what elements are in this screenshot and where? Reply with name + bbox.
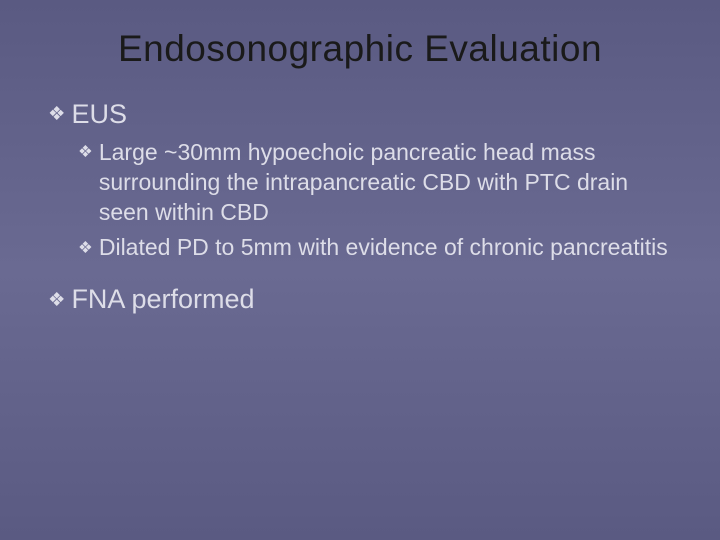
bullet-level1: ❖ EUS [48,98,672,132]
diamond-bullet-icon: ❖ [78,237,93,259]
bullet-text: FNA performed [71,283,672,317]
diamond-bullet-icon: ❖ [48,288,65,312]
diamond-bullet-icon: ❖ [78,141,93,163]
bullet-text: Large ~30mm hypoechoic pancreatic head m… [99,138,672,228]
bullet-level2: ❖ Dilated PD to 5mm with evidence of chr… [78,233,672,263]
slide-container: Endosonographic Evaluation ❖ EUS ❖ Large… [0,0,720,540]
bullet-text: EUS [71,98,672,132]
bullet-text: Dilated PD to 5mm with evidence of chron… [99,233,672,263]
bullet-level2: ❖ Large ~30mm hypoechoic pancreatic head… [78,138,672,228]
diamond-bullet-icon: ❖ [48,102,65,126]
bullet-level1: ❖ FNA performed [48,283,672,317]
slide-title: Endosonographic Evaluation [48,28,672,70]
